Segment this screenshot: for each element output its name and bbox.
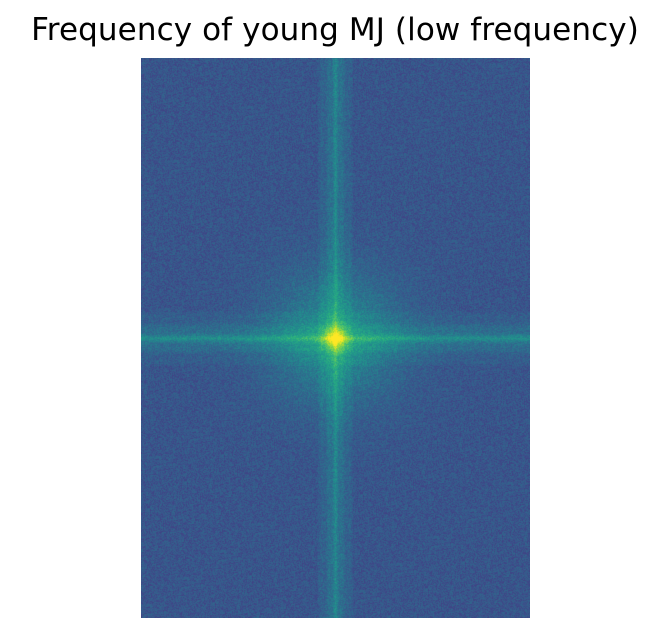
- figure-title: Frequency of young MJ (low frequency): [31, 12, 639, 48]
- spectrum-canvas: [141, 58, 530, 618]
- frequency-spectrum-image: [141, 58, 530, 618]
